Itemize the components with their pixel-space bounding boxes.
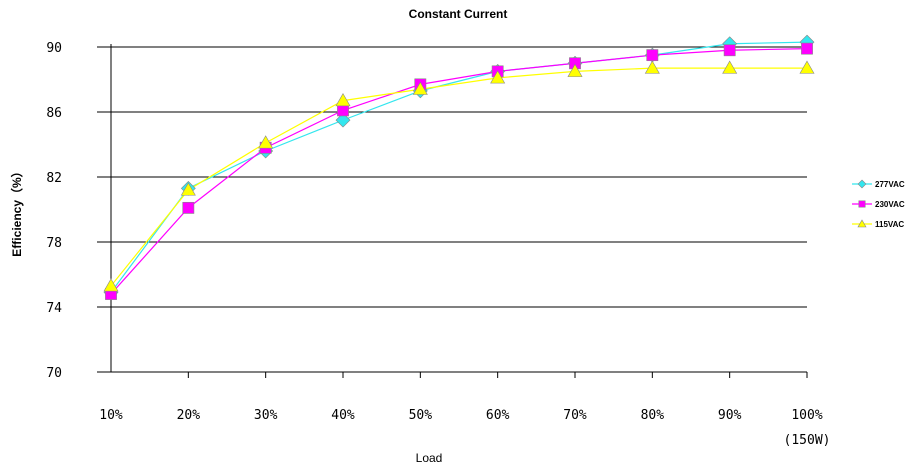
data-point-115vac: [567, 63, 583, 77]
y-tick-labels: 70 74 78 82 86 90: [46, 41, 62, 381]
legend-marker: [858, 200, 866, 208]
data-point-230vac: [723, 44, 736, 57]
legend-label: 115VAC: [875, 220, 904, 229]
x-tick-label: 80%: [641, 408, 665, 423]
data-point-230vac: [182, 201, 195, 214]
x-tick-label: 70%: [563, 408, 587, 423]
data-point-115vac: [412, 81, 428, 95]
data-point-115vac: [335, 93, 351, 107]
x-tick-label: 20%: [177, 408, 201, 423]
y-tick-label: 90: [46, 41, 62, 56]
axes: [97, 44, 808, 378]
x-tick-label: 60%: [486, 408, 510, 423]
y-axis-label: Efficiency（%）: [9, 165, 24, 256]
legend-marker: [857, 179, 867, 189]
y-tick-label: 70: [46, 366, 62, 381]
y-tick-label: 74: [46, 301, 62, 316]
gridlines: [97, 46, 807, 308]
x-axis-label: Load: [416, 451, 443, 465]
y-tick-label: 78: [46, 236, 62, 251]
legend: 277VAC 230VAC 115VAC: [852, 179, 905, 229]
chart-title: Constant Current: [409, 7, 508, 21]
data-point-115vac: [799, 60, 815, 74]
data-point-115vac: [722, 60, 738, 74]
y-tick-label: 86: [46, 106, 62, 121]
legend-marker: [857, 219, 867, 228]
y-tick-label: 82: [46, 171, 62, 186]
x-tick-sublabel: (150W): [784, 433, 831, 448]
series-line-277vac: [110, 41, 808, 293]
data-point-230vac: [646, 49, 659, 62]
x-tick-label: 30%: [254, 408, 278, 423]
data-point-277vac: [335, 112, 351, 128]
data-point-115vac: [490, 70, 506, 84]
legend-label: 277VAC: [875, 180, 905, 189]
data-point-230vac: [337, 104, 349, 117]
x-tick-label: 100%: [791, 408, 822, 423]
x-tick-label: 10%: [99, 408, 123, 423]
data-point-115vac: [103, 278, 119, 292]
data-point-230vac: [801, 42, 813, 55]
x-tick-label: 40%: [331, 408, 355, 423]
x-tick-label: 50%: [409, 408, 433, 423]
data-point-115vac: [258, 135, 274, 149]
x-tick-labels: 10% 20% 30% 40% 50% 60% 70% 80% 90% 100%: [99, 408, 823, 423]
series-line-115vac: [110, 67, 807, 287]
series-line-230vac: [110, 48, 808, 295]
series-layer: [103, 34, 815, 300]
x-tick-label: 90%: [718, 408, 742, 423]
data-point-115vac: [644, 60, 660, 74]
data-point-115vac: [180, 182, 196, 196]
legend-label: 230VAC: [875, 200, 905, 209]
